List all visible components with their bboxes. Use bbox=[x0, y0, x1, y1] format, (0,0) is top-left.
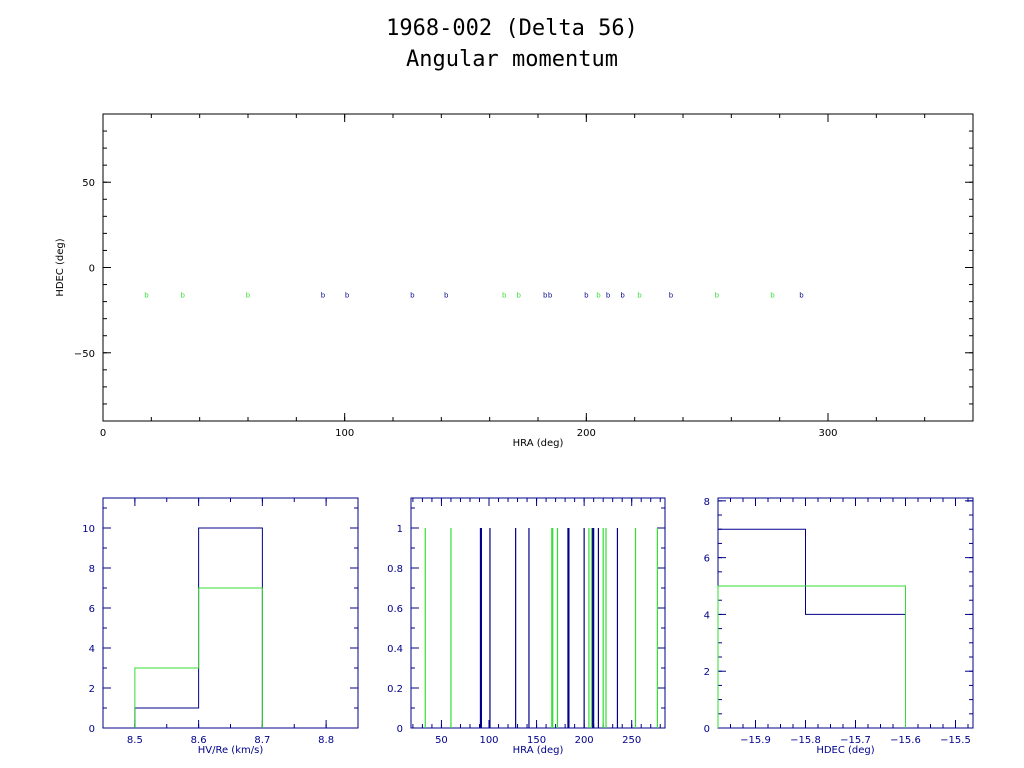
x-tick-label: −15.9 bbox=[740, 735, 771, 746]
y-tick-label: 8 bbox=[89, 564, 95, 575]
data-point: b bbox=[444, 291, 449, 299]
chart-title: 1968-002 (Delta 56) bbox=[386, 16, 638, 41]
data-point: b bbox=[516, 291, 521, 299]
y-tick-label: 0.4 bbox=[387, 644, 403, 655]
histogram-blue bbox=[717, 528, 906, 728]
y-tick-label: 0.2 bbox=[387, 684, 403, 695]
y-tick-label: 2 bbox=[89, 684, 95, 695]
x-tick-label: 50 bbox=[435, 735, 448, 746]
x-axis-label: HV/Re (km/s) bbox=[198, 745, 264, 756]
x-tick-label: 8.5 bbox=[127, 735, 143, 746]
data-point: b bbox=[596, 291, 601, 299]
data-point: b bbox=[637, 291, 642, 299]
y-tick-label: 1 bbox=[397, 524, 403, 535]
y-tick-label: 0.6 bbox=[387, 604, 403, 615]
x-tick-label: 300 bbox=[818, 428, 837, 439]
y-tick-label: 10 bbox=[82, 524, 95, 535]
x-tick-label: 150 bbox=[527, 735, 546, 746]
y-tick-label: 0.8 bbox=[387, 564, 403, 575]
plot-frame bbox=[102, 497, 359, 729]
data-point: b bbox=[584, 291, 589, 299]
y-tick-label: 8 bbox=[704, 497, 710, 508]
histogram-green bbox=[134, 587, 263, 728]
y-tick-label: 50 bbox=[82, 178, 95, 189]
data-point: b bbox=[246, 291, 251, 299]
y-axis-label: HDEC (deg) bbox=[55, 238, 66, 296]
data-point: b bbox=[548, 291, 553, 299]
x-tick-label: 8.8 bbox=[318, 735, 334, 746]
x-tick-label: 250 bbox=[622, 735, 641, 746]
y-tick-label: −50 bbox=[74, 349, 95, 360]
x-tick-label: 100 bbox=[335, 428, 354, 439]
plot-frame bbox=[410, 497, 666, 729]
data-point: b bbox=[410, 291, 415, 299]
x-tick-label: 200 bbox=[577, 428, 596, 439]
data-point: b bbox=[502, 291, 507, 299]
x-tick-label: 100 bbox=[479, 735, 498, 746]
y-tick-label: 4 bbox=[89, 644, 95, 655]
histogram-green bbox=[717, 585, 906, 728]
y-tick-label: 2 bbox=[704, 667, 710, 678]
x-axis-label: HRA (deg) bbox=[513, 438, 564, 449]
data-point: b bbox=[181, 291, 186, 299]
y-tick-label: 0 bbox=[89, 724, 95, 735]
data-point: b bbox=[799, 291, 804, 299]
y-tick-label: 6 bbox=[704, 554, 710, 565]
plot-frame bbox=[102, 113, 974, 422]
x-tick-label: −15.6 bbox=[890, 735, 921, 746]
data-point: b bbox=[321, 291, 326, 299]
hdec-histogram-panel: −15.9 −15.8 −15.7 −15.6 −15.5 0 2 4 6 8 HDEC (deg) bbox=[704, 497, 974, 756]
hra-lines-panel: 50 100 150 200 250 0 0.2 0.4 0.6 0.8 1 HRA (deg) bbox=[387, 497, 666, 756]
x-tick-label: 8.6 bbox=[191, 735, 207, 746]
data-point: b bbox=[144, 291, 149, 299]
x-tick-label: 8.7 bbox=[254, 735, 270, 746]
data-point: b bbox=[620, 291, 625, 299]
x-tick-label: −15.8 bbox=[790, 735, 821, 746]
plot-frame bbox=[717, 497, 974, 729]
data-point: b bbox=[606, 291, 611, 299]
y-tick-label: 0 bbox=[397, 724, 403, 735]
y-tick-label: 0 bbox=[89, 264, 95, 275]
data-point: b bbox=[345, 291, 350, 299]
x-tick-label: 200 bbox=[575, 735, 594, 746]
chart-subtitle: Angular momentum bbox=[406, 47, 618, 72]
y-tick-label: 4 bbox=[704, 610, 710, 621]
data-point: b bbox=[715, 291, 720, 299]
x-axis-label: HRA (deg) bbox=[513, 745, 564, 756]
x-tick-label: −15.5 bbox=[940, 735, 971, 746]
data-point: b bbox=[770, 291, 775, 299]
data-point: b bbox=[543, 291, 548, 299]
y-tick-label: 0 bbox=[704, 724, 710, 735]
x-axis-label: HDEC (deg) bbox=[816, 745, 874, 756]
x-tick-label: 0 bbox=[100, 428, 106, 439]
data-point: b bbox=[669, 291, 674, 299]
hv-histogram-panel: 8.5 8.6 8.7 8.8 0 2 4 6 8 10 HV/Re (km/s) bbox=[82, 497, 359, 756]
y-tick-label: 6 bbox=[89, 604, 95, 615]
x-tick-label: −15.7 bbox=[840, 735, 871, 746]
